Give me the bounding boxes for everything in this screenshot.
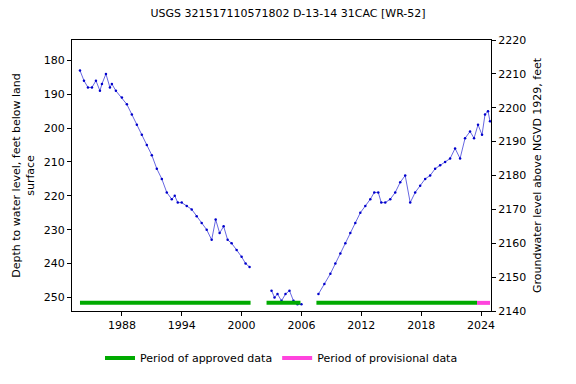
svg-text:2180: 2180	[498, 169, 526, 182]
svg-text:200: 200	[44, 122, 65, 135]
svg-text:250: 250	[44, 291, 65, 304]
svg-text:240: 240	[44, 257, 65, 270]
svg-text:2210: 2210	[498, 68, 526, 81]
svg-text:2012: 2012	[347, 319, 375, 332]
svg-text:230: 230	[44, 224, 65, 237]
svg-text:2150: 2150	[498, 271, 526, 284]
svg-text:1988: 1988	[108, 319, 136, 332]
svg-text:220: 220	[44, 190, 65, 203]
svg-text:2000: 2000	[228, 319, 256, 332]
svg-text:2018: 2018	[407, 319, 435, 332]
svg-text:Period of provisional data: Period of provisional data	[317, 352, 457, 365]
svg-text:2140: 2140	[498, 305, 526, 318]
svg-text:USGS 321517110571802 D-13-14 3: USGS 321517110571802 D-13-14 31CAC [WR-5…	[150, 7, 425, 20]
svg-text:2160: 2160	[498, 237, 526, 250]
svg-text:Depth to water level, feet bel: Depth to water level, feet below landsur…	[10, 73, 37, 278]
svg-text:2024: 2024	[467, 319, 495, 332]
svg-text:2190: 2190	[498, 135, 526, 148]
svg-text:2220: 2220	[498, 34, 526, 47]
svg-text:2006: 2006	[287, 319, 315, 332]
svg-text:2200: 2200	[498, 102, 526, 115]
svg-text:Period of approved data: Period of approved data	[140, 352, 272, 365]
svg-text:2170: 2170	[498, 203, 526, 216]
svg-text:190: 190	[44, 88, 65, 101]
svg-text:210: 210	[44, 156, 65, 169]
svg-text:1994: 1994	[168, 319, 196, 332]
svg-text:180: 180	[44, 54, 65, 67]
svg-text:Groundwater level above NGVD 1: Groundwater level above NGVD 1929, feet	[531, 57, 544, 293]
